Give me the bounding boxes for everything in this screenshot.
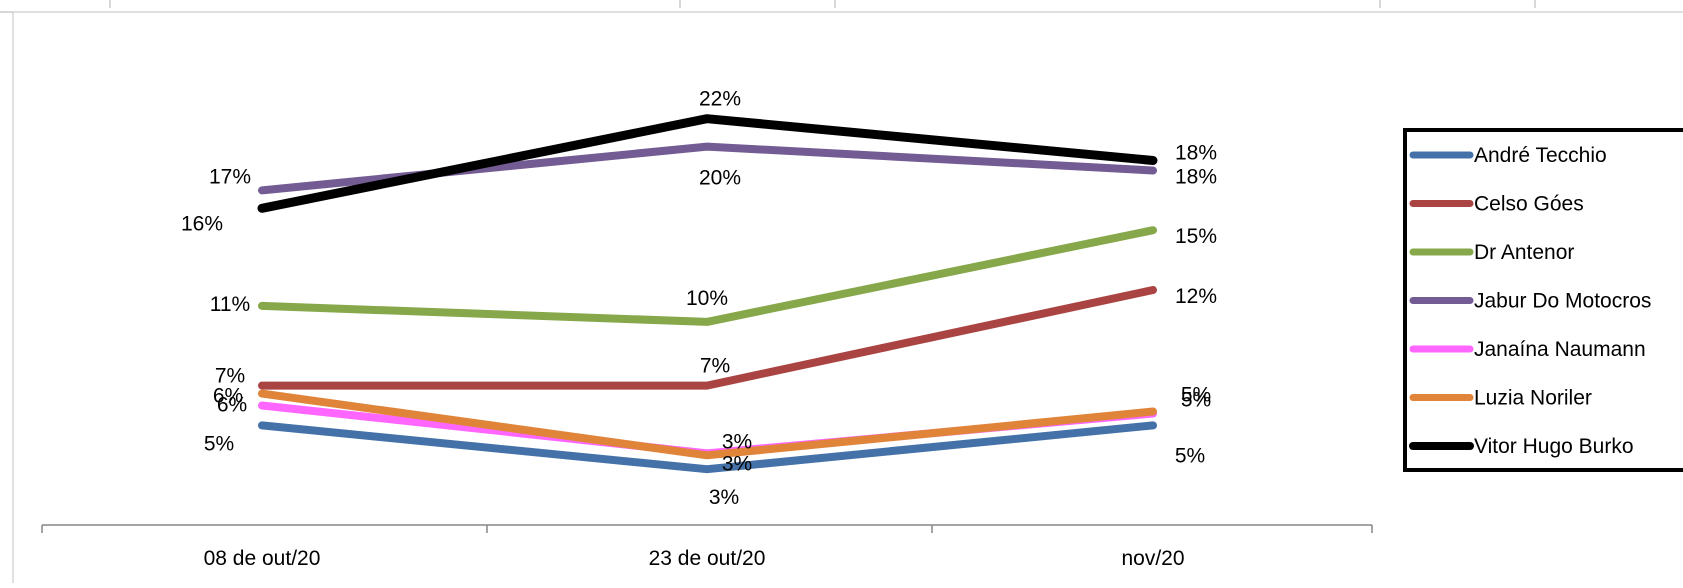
- top-ruler: [0, 0, 1683, 12]
- data-label: 5%: [1175, 444, 1205, 467]
- legend-entry-label: Celso Góes: [1474, 193, 1584, 216]
- data-label: 18%: [1175, 165, 1217, 188]
- series-line-5: [262, 394, 1153, 456]
- legend: André Tecchio Celso Góes Dr Antenor Jabur D…: [1405, 130, 1683, 470]
- series-line-0: [262, 425, 1153, 469]
- x-tick-label: nov/20: [1121, 547, 1184, 570]
- data-label: 17%: [209, 165, 251, 188]
- data-label: 15%: [1175, 225, 1217, 248]
- data-label: 5%: [204, 432, 234, 455]
- data-label: 18%: [1175, 142, 1217, 165]
- data-label: 11%: [210, 293, 250, 316]
- data-label: 3%: [709, 486, 739, 509]
- data-label: 20%: [699, 167, 741, 190]
- data-label: 5%: [1181, 383, 1211, 406]
- data-label: 3%: [722, 452, 752, 475]
- data-label: 16%: [181, 212, 223, 235]
- data-label: 6%: [213, 385, 243, 408]
- x-axis: 08 de out/20 23 de out/20 nov/20: [42, 525, 1372, 570]
- legend-entry-label: Jabur Do Motocros: [1474, 290, 1651, 313]
- data-label: 7%: [700, 355, 730, 378]
- x-tick-label: 08 de out/20: [204, 547, 321, 570]
- data-label: 3%: [722, 430, 752, 453]
- legend-entry-label: Dr Antenor: [1474, 241, 1574, 264]
- legend-entry-label: Luzia Noriler: [1474, 387, 1592, 410]
- legend-entry-label: André Tecchio: [1474, 144, 1607, 167]
- legend-entry-label: Vitor Hugo Burko: [1474, 435, 1634, 458]
- x-tick-label: 23 de out/20: [649, 547, 766, 570]
- data-label: 22%: [699, 88, 741, 111]
- data-label: 10%: [686, 287, 728, 310]
- legend-entry-label: Janaína Naumann: [1474, 338, 1646, 361]
- data-label: 12%: [1175, 285, 1217, 308]
